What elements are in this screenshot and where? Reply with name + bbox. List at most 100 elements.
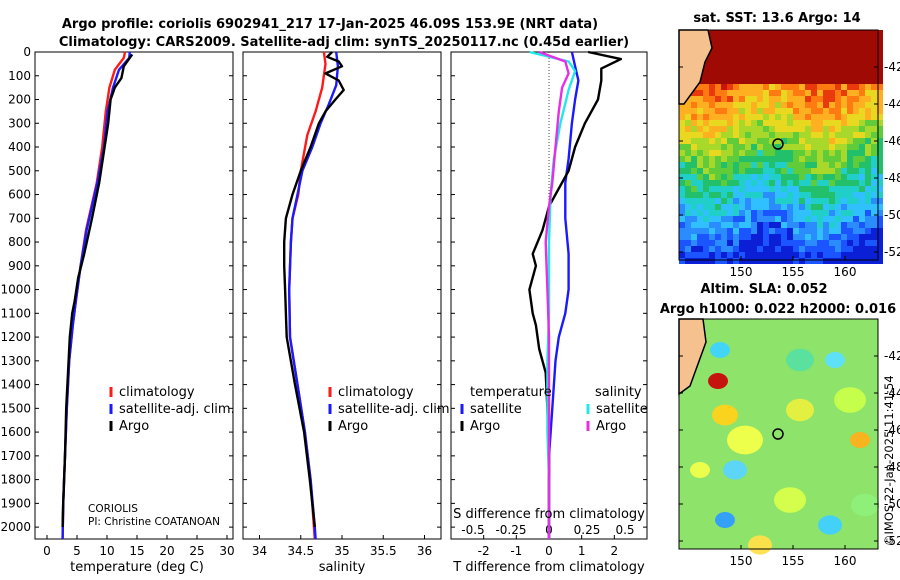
sst-cell bbox=[733, 144, 739, 150]
sst-cell bbox=[685, 210, 691, 216]
sst-cell bbox=[847, 138, 853, 144]
sst-cell bbox=[793, 180, 799, 186]
sst-cell bbox=[871, 240, 877, 246]
sst-cell bbox=[859, 210, 865, 216]
depth-tick-label: 100 bbox=[8, 69, 31, 83]
sst-cell bbox=[835, 96, 841, 102]
sst-cell bbox=[865, 162, 871, 168]
sst-cell bbox=[685, 132, 691, 138]
sst-cell bbox=[835, 180, 841, 186]
sst-cell bbox=[745, 96, 751, 102]
sst-cell bbox=[769, 36, 775, 42]
sst-cell bbox=[709, 30, 715, 36]
sst-cell bbox=[829, 138, 835, 144]
sst-cell bbox=[751, 48, 757, 54]
legend-climatology: climatology bbox=[119, 385, 195, 400]
sst-cell bbox=[787, 66, 793, 72]
sst-cell bbox=[769, 48, 775, 54]
sst-cell bbox=[733, 132, 739, 138]
sst-cell bbox=[733, 252, 739, 258]
sst-cell bbox=[841, 222, 847, 228]
sst-cell bbox=[691, 114, 697, 120]
sst-cell bbox=[835, 108, 841, 114]
x-tick-label: 36 bbox=[417, 544, 432, 558]
sst-cell bbox=[871, 222, 877, 228]
sst-cell bbox=[805, 234, 811, 240]
sst-cell bbox=[817, 192, 823, 198]
sst-cell bbox=[877, 48, 883, 54]
sst-cell bbox=[769, 198, 775, 204]
sst-cell bbox=[805, 96, 811, 102]
sla-anomaly bbox=[727, 425, 763, 455]
sst-cell bbox=[871, 180, 877, 186]
sst-cell bbox=[865, 180, 871, 186]
depth-tick-label: 1800 bbox=[0, 473, 31, 487]
sst-cell bbox=[871, 30, 877, 36]
x-tick-label: 35.5 bbox=[370, 544, 397, 558]
sst-cell bbox=[841, 174, 847, 180]
sst-cell bbox=[769, 84, 775, 90]
sst-cell bbox=[877, 180, 883, 186]
sst-cell bbox=[745, 162, 751, 168]
sst-cell bbox=[751, 246, 757, 252]
sst-cell bbox=[787, 96, 793, 102]
sst-cell bbox=[781, 108, 787, 114]
sst-cell bbox=[769, 42, 775, 48]
sst-cell bbox=[817, 252, 823, 258]
sst-cell bbox=[847, 240, 853, 246]
sst-cell bbox=[853, 222, 859, 228]
sst-cell bbox=[685, 246, 691, 252]
sst-cell bbox=[853, 36, 859, 42]
legend-t-satellite: satellite bbox=[470, 402, 522, 417]
sst-cell bbox=[811, 78, 817, 84]
sst-cell bbox=[829, 90, 835, 96]
sst-cell bbox=[829, 84, 835, 90]
sst-cell bbox=[739, 96, 745, 102]
sst-cell bbox=[775, 90, 781, 96]
sst-cell bbox=[745, 48, 751, 54]
sst-cell bbox=[805, 126, 811, 132]
sst-cell bbox=[787, 90, 793, 96]
sst-cell bbox=[859, 258, 865, 264]
sst-cell bbox=[727, 168, 733, 174]
sst-cell bbox=[733, 216, 739, 222]
salinity-panel: 34 34.5 35 35.5 36 salinity climatology sate… bbox=[242, 51, 454, 575]
sst-cell bbox=[805, 132, 811, 138]
sla-title-line1: Altim. SLA: 0.052 bbox=[701, 282, 828, 297]
sst-cell bbox=[817, 180, 823, 186]
sst-cell bbox=[733, 240, 739, 246]
sst-cell bbox=[799, 132, 805, 138]
difference-panel: -2 -1 0 1 2-0.5 -0.25 0 0.25 0.5 T difference fr… bbox=[450, 50, 648, 575]
sst-cell bbox=[853, 42, 859, 48]
sst-cell bbox=[679, 192, 685, 198]
sst-cell bbox=[817, 174, 823, 180]
sst-cell bbox=[847, 252, 853, 258]
sst-cell bbox=[811, 222, 817, 228]
sst-cell bbox=[823, 90, 829, 96]
depth-tick-label: 1400 bbox=[0, 378, 31, 392]
sst-cell bbox=[793, 84, 799, 90]
sst-cell bbox=[703, 144, 709, 150]
sst-cell bbox=[775, 168, 781, 174]
sst-cell bbox=[835, 222, 841, 228]
map-y-tick-label: -52 bbox=[884, 245, 900, 259]
sst-cell bbox=[823, 84, 829, 90]
sst-cell bbox=[847, 102, 853, 108]
sst-cell bbox=[679, 198, 685, 204]
sst-cell bbox=[769, 30, 775, 36]
sst-cell bbox=[739, 42, 745, 48]
sst-cell bbox=[697, 234, 703, 240]
sst-cell bbox=[739, 84, 745, 90]
sst-cell bbox=[787, 156, 793, 162]
sst-cell bbox=[781, 252, 787, 258]
sst-cell bbox=[775, 234, 781, 240]
sst-cell bbox=[775, 144, 781, 150]
sst-cell bbox=[679, 204, 685, 210]
sst-cell bbox=[865, 258, 871, 264]
sst-cell bbox=[733, 186, 739, 192]
sst-cell bbox=[817, 48, 823, 54]
sst-cell bbox=[841, 42, 847, 48]
sst-cell bbox=[799, 114, 805, 120]
map-y-tick-label: -48 bbox=[884, 171, 900, 185]
map-x-tick-label: 160 bbox=[834, 265, 857, 279]
